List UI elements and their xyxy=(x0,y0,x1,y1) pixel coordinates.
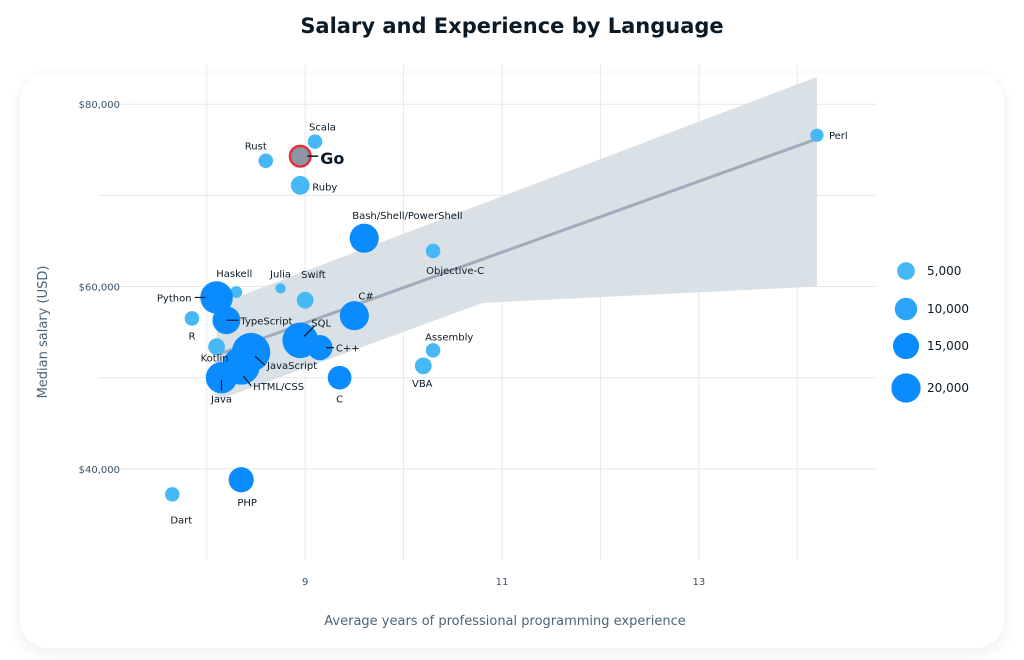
label-php: PHP xyxy=(237,498,257,509)
label-java: Java xyxy=(210,395,232,406)
point-php xyxy=(228,467,254,493)
legend-label: 20,000 xyxy=(927,381,969,395)
point-c xyxy=(307,335,333,361)
label-dart: Dart xyxy=(170,515,192,526)
y-tick-label: $60,000 xyxy=(79,283,120,294)
label-html-css: HTML/CSS xyxy=(253,382,304,393)
legend-marker xyxy=(891,373,921,403)
point-haskell xyxy=(230,286,243,298)
point-objective-c xyxy=(425,243,441,259)
x-axis-label: Average years of professional programmin… xyxy=(324,614,685,629)
label-assembly: Assembly xyxy=(425,332,473,343)
legend-marker xyxy=(894,297,918,321)
point-bash-shell-powershell xyxy=(349,223,379,253)
point-dart xyxy=(165,487,180,502)
point-c xyxy=(327,365,352,390)
label-perl: Perl xyxy=(829,131,848,142)
point-kotlin xyxy=(208,338,225,356)
point-python xyxy=(200,281,233,314)
point-java xyxy=(205,361,238,394)
label-swift: Swift xyxy=(301,270,326,281)
chart-title: Salary and Experience by Language xyxy=(300,14,724,38)
x-tick-label: 9 xyxy=(302,577,308,588)
label-c: C++ xyxy=(336,344,360,355)
label-c: C# xyxy=(358,292,373,303)
label-sql: SQL xyxy=(311,318,331,329)
label-javascript: JavaScript xyxy=(266,361,317,372)
size-legend: 5,000 10,000 15,000 20,000 xyxy=(891,262,969,403)
label-haskell: Haskell xyxy=(216,269,252,280)
points-layer xyxy=(165,128,824,502)
label-vba: VBA xyxy=(412,379,433,390)
label-go: Go xyxy=(320,149,344,168)
point-c xyxy=(339,301,369,331)
point-assembly xyxy=(425,343,441,358)
label-bash-shell-powershell: Bash/Shell/PowerShell xyxy=(352,211,462,222)
leader-line-html-css xyxy=(242,375,252,387)
point-scala xyxy=(307,134,323,149)
y-axis-label: Median salary (USD) xyxy=(36,266,51,399)
label-c: C xyxy=(336,395,343,406)
legend-marker xyxy=(892,332,920,360)
legend-label: 10,000 xyxy=(927,302,969,316)
point-labels-layer: Perl Scala Go Rust Ruby Bash/Shell/PowerShell… xyxy=(157,123,848,527)
y-tick-label: $40,000 xyxy=(79,465,120,476)
point-julia xyxy=(275,283,286,294)
label-python: Python xyxy=(157,293,192,304)
x-tick-label: 13 xyxy=(692,577,705,588)
label-typescript: TypeScript xyxy=(239,316,292,327)
label-scala: Scala xyxy=(309,123,336,134)
axes: Average years of professional programmin… xyxy=(36,100,705,629)
point-r xyxy=(184,311,200,326)
point-swift xyxy=(296,291,314,309)
chart-card xyxy=(20,74,1004,648)
label-objective-c: Objective-C xyxy=(426,266,484,277)
label-r: R xyxy=(188,331,195,342)
label-kotlin: Kotlin xyxy=(201,354,229,365)
point-perl xyxy=(810,128,824,142)
legend-marker xyxy=(897,262,915,280)
point-ruby xyxy=(290,175,310,195)
label-rust: Rust xyxy=(245,142,267,153)
legend-label: 5,000 xyxy=(927,264,961,278)
leader-line-sql xyxy=(303,325,315,337)
leader-line-javascript xyxy=(254,355,266,366)
legend-label: 15,000 xyxy=(927,339,969,353)
point-rust xyxy=(258,153,274,169)
trend-line xyxy=(216,137,818,357)
point-vba xyxy=(414,357,432,375)
y-tick-label: $80,000 xyxy=(79,100,120,111)
x-tick-label: 11 xyxy=(496,577,509,588)
label-julia: Julia xyxy=(269,269,291,280)
label-ruby: Ruby xyxy=(312,182,337,193)
